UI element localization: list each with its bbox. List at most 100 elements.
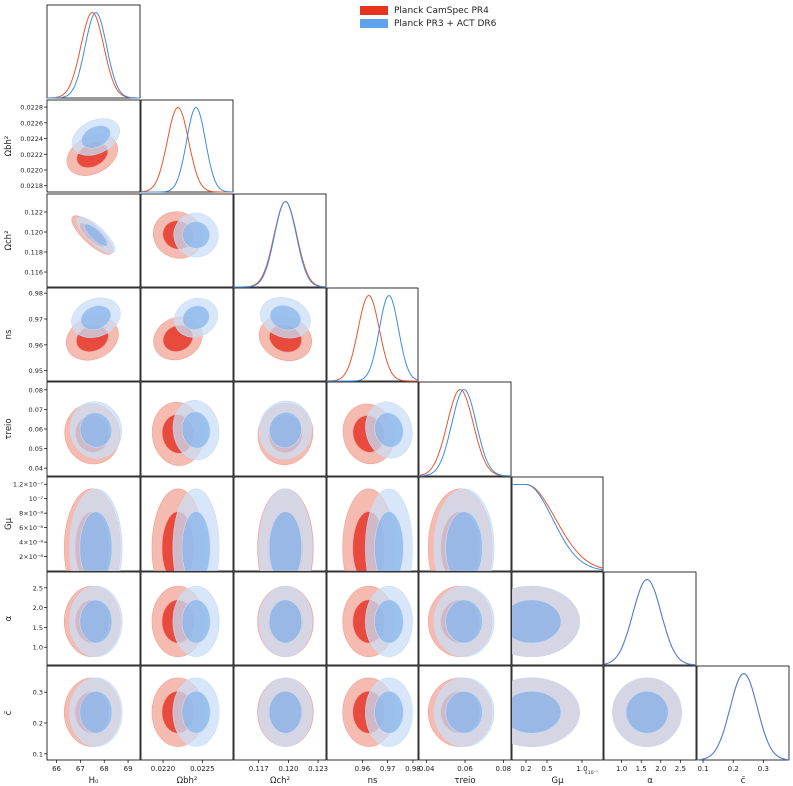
legend-entry-act: Planck PR3 + ACT DR6	[360, 17, 496, 30]
marginal-ns-series-0	[326, 294, 418, 382]
x-tick-label-H0-0: 66	[52, 765, 61, 773]
x-tick-label-alpha-0: 1.0	[616, 765, 627, 773]
contour-omb-gmu-series-1-level-1	[181, 511, 211, 571]
panel-alpha-alpha	[603, 571, 697, 666]
y-tick-label-alpha-0: 2.5	[33, 584, 43, 592]
legend-swatch-act	[360, 19, 388, 28]
y-tick-label-alpha-1: 2.0	[33, 604, 43, 612]
x-tick-label-ns-0: 0.96	[355, 765, 371, 773]
x-tick-label-tau-0: 0.04	[419, 765, 435, 773]
panel-omc-omc	[233, 193, 327, 288]
y-tick-label-tau-1: 0.07	[29, 406, 43, 414]
x-tick-label-H0-3: 69	[124, 765, 133, 773]
x-tick-label-omc-0: 0.117	[249, 765, 269, 773]
x-axis-label-alpha: α	[647, 776, 653, 786]
contour-omc-tau-series-1-level-1	[269, 411, 302, 449]
x-tick-label-H0-1: 67	[76, 765, 85, 773]
contour-H0-alpha-series-1-level-1	[79, 599, 113, 644]
panel-H0-H0	[46, 4, 141, 99]
marginal-H0-series-0	[46, 11, 140, 99]
y-tick-label-gmu-4: 4×10⁻⁸	[19, 539, 43, 547]
x-axis-label-cbar: c̄	[741, 776, 746, 786]
y-tick-label-gmu-1: 10⁻⁷	[29, 495, 44, 503]
contour-ns-alpha-series-1-level-1	[374, 599, 404, 644]
panel-tau-tau	[418, 381, 512, 477]
y-tick-label-ns-1: 0.97	[29, 316, 43, 324]
x-axis-label-ns: ns	[368, 776, 378, 786]
y-tick-label-ns-0: 0.98	[29, 290, 43, 298]
y-tick-label-cbar-1: 0.2	[33, 720, 43, 728]
y-tick-label-omb-3: 0.0222	[20, 151, 43, 159]
x-tick-label-ns-2: 0.98	[405, 765, 421, 773]
y-tick-label-omc-0: 0.122	[24, 209, 43, 217]
marginal-tau-series-0	[418, 389, 512, 477]
y-tick-label-omb-0: 0.0228	[20, 104, 43, 112]
x-multiplier-gmu: ×10⁻⁷	[584, 770, 598, 776]
x-tick-label-tau-2: 0.08	[496, 765, 512, 773]
x-tick-label-omb-0: 0.0220	[151, 765, 176, 773]
y-axis-label-alpha: α	[4, 615, 14, 621]
x-tick-label-omc-1: 0.120	[278, 765, 298, 773]
x-tick-label-tau-1: 0.06	[457, 765, 473, 773]
contour-gmu-cbar-series-1-level-1	[512, 690, 562, 734]
contour-omb-omc-series-1-level-1	[182, 221, 210, 249]
y-tick-label-alpha-3: 1.0	[33, 644, 43, 652]
contour-gmu-alpha-series-1-level-1	[512, 599, 562, 644]
contour-omb-alpha-series-1-level-1	[181, 599, 211, 644]
y-tick-label-omb-1: 0.0226	[20, 119, 43, 127]
y-tick-label-omb-4: 0.0220	[20, 166, 43, 174]
y-tick-label-cbar-0: 0.3	[33, 689, 43, 697]
x-axis-label-gmu: Gμ	[552, 776, 565, 786]
contour-omc-gmu-series-1-level-1	[268, 511, 303, 571]
contour-tau-alpha-series-1-level-1	[445, 599, 483, 644]
contour-omc-cbar-series-1-level-1	[268, 690, 303, 734]
legend-label-act: Planck PR3 + ACT DR6	[394, 18, 497, 29]
y-tick-label-cbar-2: 0.1	[33, 750, 43, 758]
y-tick-label-tau-4: 0.04	[29, 465, 43, 473]
y-axis-label-ns: ns	[4, 329, 14, 339]
y-tick-label-gmu-0: 1.2×10⁻⁷	[13, 481, 43, 489]
legend: Planck CamSpec PR4 Planck PR3 + ACT DR6	[360, 4, 496, 30]
marginal-omb-series-1	[141, 106, 234, 193]
contour-tau-gmu-series-1-level-1	[445, 511, 483, 571]
x-tick-label-omc-2: 0.123	[308, 765, 328, 773]
x-tick-label-gmu-1: 0.5	[541, 765, 552, 773]
y-tick-label-ns-2: 0.96	[29, 341, 43, 349]
x-axis-label-omc: Ωch²	[270, 776, 290, 786]
y-tick-label-omc-1: 0.120	[24, 229, 43, 237]
y-tick-label-tau-2: 0.06	[29, 426, 43, 434]
y-tick-label-ns-3: 0.95	[29, 367, 43, 375]
contour-H0-tau-series-1-level-1	[79, 412, 112, 448]
contour-H0-gmu-series-1-level-1	[79, 511, 113, 571]
y-tick-label-gmu-2: 8×10⁻⁸	[19, 510, 43, 518]
legend-entry-camspec: Planck CamSpec PR4	[360, 4, 496, 17]
x-tick-label-alpha-1: 1.5	[636, 765, 647, 773]
y-axis-label-gmu: Gμ	[4, 517, 14, 530]
y-tick-label-omc-2: 0.118	[24, 249, 43, 257]
panel-ns-ns	[326, 287, 419, 382]
marginal-ns-series-1	[327, 294, 419, 382]
contour-omc-ns-series-1-level-1	[269, 304, 302, 331]
contour-omb-cbar-series-1-level-1	[181, 690, 211, 734]
x-tick-label-cbar-0: 0.1	[697, 765, 708, 773]
contour-alpha-cbar-series-1-level-1	[625, 690, 669, 734]
marginal-H0-series-1	[47, 11, 140, 99]
y-axis-label-tau: τreio	[4, 418, 14, 439]
y-tick-label-gmu-3: 6×10⁻⁸	[19, 524, 43, 532]
y-axis-label-omb: Ωbh²	[4, 136, 14, 157]
contour-omc-alpha-series-1-level-1	[268, 599, 303, 644]
contour-H0-cbar-series-1-level-1	[79, 690, 113, 734]
panel-gmu-gmu	[511, 476, 604, 572]
panel-H0-omc	[46, 193, 141, 288]
x-tick-label-gmu-0: 0.2	[520, 765, 531, 773]
contour-ns-tau-series-1-level-1	[374, 412, 404, 448]
panel-cbar-cbar	[696, 665, 790, 761]
y-tick-label-omb-5: 0.0218	[20, 182, 43, 190]
y-axis-label-omc: Ωch²	[4, 231, 14, 251]
marginal-gmu-series-1	[512, 484, 604, 571]
contour-H0-omb-series-1-level-1	[81, 125, 111, 149]
legend-swatch-camspec	[360, 6, 388, 15]
y-tick-label-omb-2: 0.0224	[20, 135, 43, 143]
x-tick-label-cbar-1: 0.2	[728, 765, 739, 773]
